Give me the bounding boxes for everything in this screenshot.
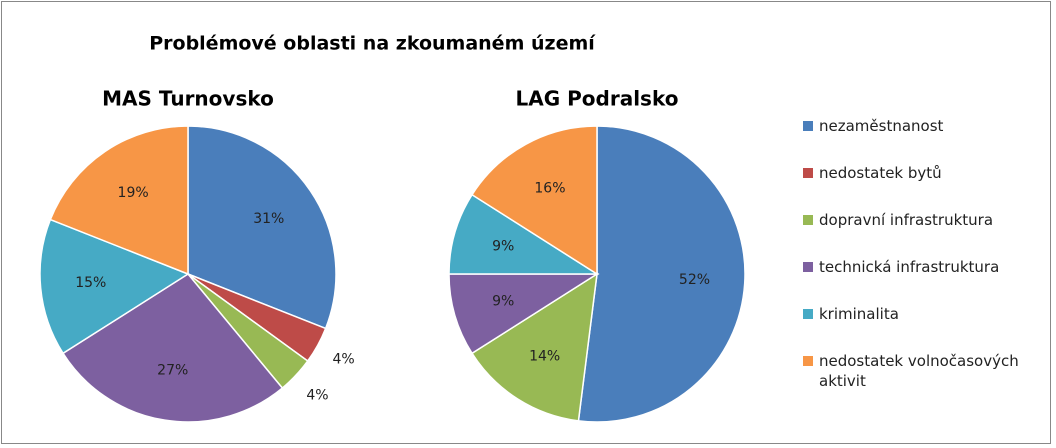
pie-title: MAS Turnovsko — [102, 87, 274, 111]
legend-swatch — [803, 168, 813, 178]
pie-slice — [471, 125, 598, 276]
pie-slice — [187, 125, 337, 330]
legend-swatch — [803, 356, 813, 366]
data-label: 14% — [529, 348, 560, 364]
legend-label: nedostatek volnočasových aktivit — [819, 352, 1019, 390]
data-label: 9% — [492, 239, 514, 255]
legend-label: nedostatek bytů — [819, 164, 942, 182]
data-label: 9% — [492, 293, 514, 309]
pie-slice — [471, 272, 598, 422]
legend-swatch — [803, 121, 813, 131]
pie-slice — [49, 125, 189, 276]
legend-item: technická infrastruktura — [803, 257, 1043, 304]
data-label: 27% — [157, 362, 188, 378]
data-label: 15% — [75, 275, 106, 291]
pie-slice — [39, 218, 190, 355]
pie-slice — [448, 193, 600, 275]
data-label: 31% — [253, 211, 284, 227]
data-label: 4% — [306, 388, 328, 404]
data-label: 16% — [534, 180, 565, 196]
legend-item: nezaměstnanost — [803, 116, 1043, 163]
legend-item: nedostatek volnočasových aktivit — [803, 351, 1043, 398]
pie-slice — [577, 125, 746, 423]
legend-label: nezaměstnanost — [819, 117, 944, 135]
data-label: 52% — [679, 272, 710, 288]
pie-title: LAG Podralsko — [516, 87, 679, 111]
legend-label: kriminalita — [819, 305, 899, 323]
legend-swatch — [803, 262, 813, 272]
legend: nezaměstnanost nedostatek bytů dopravní in… — [803, 116, 1043, 398]
legend-label: technická infrastruktura — [819, 258, 1000, 276]
data-label: 19% — [118, 185, 149, 201]
pie-slice — [62, 273, 284, 423]
legend-label: dopravní infrastruktura — [819, 211, 994, 229]
pie-slice — [448, 273, 600, 355]
data-label: 4% — [333, 352, 355, 368]
chart-title: Problémové oblasti na zkoumaném území — [149, 33, 596, 55]
legend-item: kriminalita — [803, 304, 1043, 351]
legend-swatch — [803, 215, 813, 225]
legend-swatch — [803, 309, 813, 319]
legend-item: dopravní infrastruktura — [803, 210, 1043, 257]
legend-item: nedostatek bytů — [803, 163, 1043, 210]
